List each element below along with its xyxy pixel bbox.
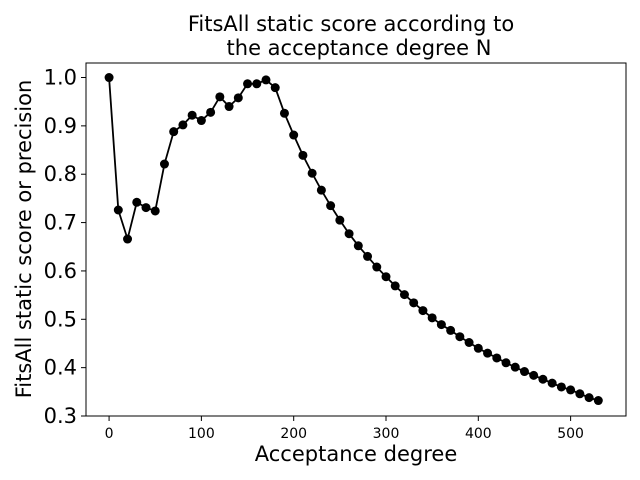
data-point (390, 281, 400, 291)
data-point (150, 206, 160, 216)
data-point (224, 102, 234, 112)
data-point (252, 79, 262, 89)
data-point (483, 348, 493, 358)
x-tick-label: 400 (465, 426, 492, 442)
data-point (566, 385, 576, 395)
chart-title-line-1: FitsAll static score according to (188, 12, 514, 36)
data-point (427, 313, 437, 323)
data-point (104, 73, 114, 83)
plot-area (85, 62, 627, 417)
data-point (169, 127, 179, 137)
series-points (104, 73, 603, 406)
y-tick-label: 0.6 (44, 259, 77, 283)
data-point (492, 353, 502, 363)
data-point (270, 83, 280, 93)
y-tick-label: 0.4 (44, 356, 77, 380)
y-axis-label: FitsAll static score or precision (12, 80, 36, 399)
chart-title-line-2: the acceptance degree N (227, 36, 492, 60)
x-tick-label: 100 (188, 426, 215, 442)
data-point (584, 393, 594, 403)
y-tick-label: 0.7 (44, 211, 77, 235)
data-point (363, 251, 373, 261)
x-axis-ticks: 0 100 200 300 400 500 (105, 416, 584, 442)
data-point (335, 215, 345, 225)
data-point (326, 201, 336, 211)
data-point (316, 185, 326, 195)
data-point (529, 370, 539, 380)
data-point (298, 150, 308, 160)
data-point (455, 332, 465, 342)
data-point (307, 168, 317, 178)
data-point (399, 290, 409, 300)
data-point (123, 234, 133, 244)
x-tick-label: 200 (280, 426, 307, 442)
data-point (538, 374, 548, 384)
data-point (418, 306, 428, 316)
data-point (519, 367, 529, 377)
y-tick-label: 0.5 (44, 307, 77, 331)
x-tick-label: 500 (557, 426, 584, 442)
data-point (381, 272, 391, 282)
y-tick-label: 0.9 (44, 114, 77, 138)
x-axis-label: Acceptance degree (255, 442, 457, 466)
data-point (372, 262, 382, 272)
data-point (547, 378, 557, 388)
data-point (141, 203, 151, 213)
data-point (132, 197, 142, 207)
data-point (279, 108, 289, 118)
data-point (446, 325, 456, 335)
data-point (473, 343, 483, 353)
data-point (501, 358, 511, 368)
data-point (556, 382, 566, 392)
data-point (510, 362, 520, 372)
data-point (215, 92, 225, 102)
data-point (206, 107, 216, 117)
data-point (436, 320, 446, 330)
data-point (289, 130, 299, 140)
y-tick-label: 0.3 (44, 404, 77, 428)
data-point (243, 79, 253, 89)
data-point (113, 205, 123, 215)
y-axis-ticks: 0.3 0.4 0.5 0.6 0.7 0.8 0.9 1.0 (44, 66, 86, 428)
data-point (196, 116, 206, 126)
data-point (353, 241, 363, 251)
data-point (344, 229, 354, 239)
x-tick-label: 0 (105, 426, 114, 442)
data-point (233, 93, 243, 103)
data-point (464, 338, 474, 347)
data-point (187, 110, 197, 120)
data-point (159, 159, 169, 169)
data-point (575, 389, 585, 399)
y-tick-label: 0.8 (44, 162, 77, 186)
data-point (409, 298, 419, 308)
y-tick-label: 1.0 (44, 66, 77, 90)
data-point (178, 120, 188, 130)
x-tick-label: 300 (373, 426, 400, 442)
data-point (261, 75, 271, 85)
data-point (593, 396, 603, 406)
